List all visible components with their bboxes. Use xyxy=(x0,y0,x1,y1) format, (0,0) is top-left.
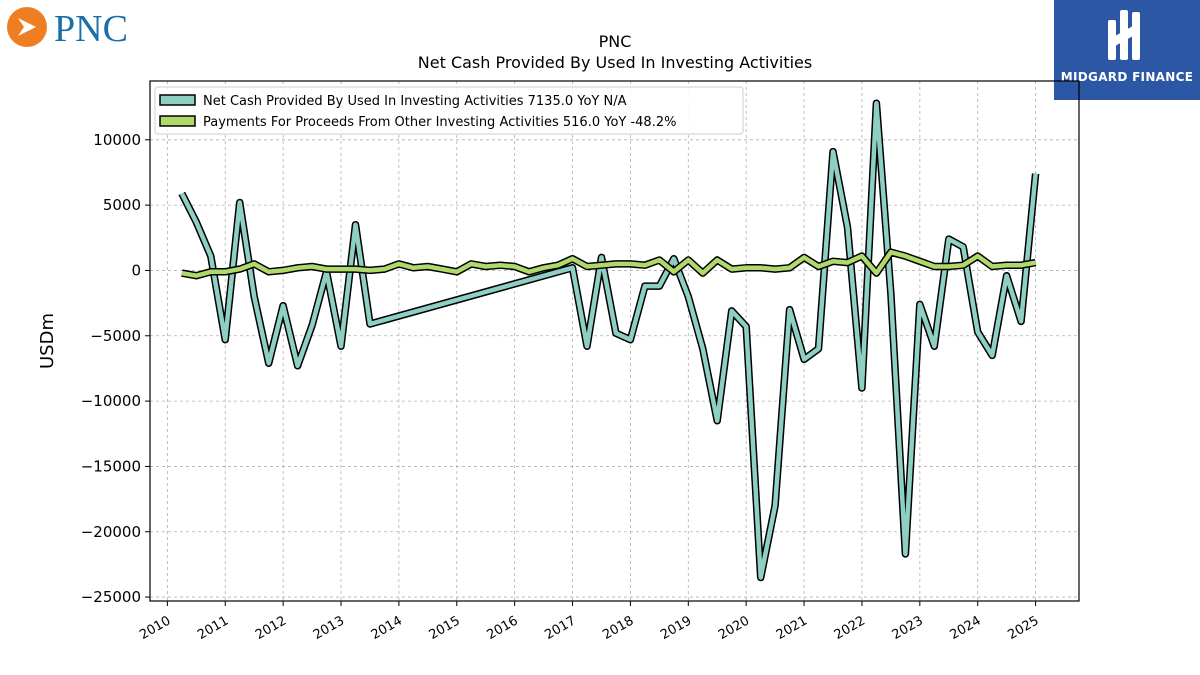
y-tick-label: −10000 xyxy=(81,392,141,410)
x-tick-label: 2016 xyxy=(484,613,520,643)
y-tick-label: −20000 xyxy=(81,523,141,541)
y-tick-label: −15000 xyxy=(81,457,141,475)
x-tick-label: 2022 xyxy=(832,613,868,643)
series-line-2 xyxy=(181,249,1036,278)
x-tick-label: 2025 xyxy=(1005,613,1041,643)
y-tick-label: 10000 xyxy=(93,131,141,149)
y-tick-label: 0 xyxy=(131,261,141,279)
midgard-logo-icon xyxy=(1108,10,1140,60)
x-tick-label: 2013 xyxy=(311,613,347,643)
x-tick-label: 2014 xyxy=(369,613,405,643)
chart-title: PNC xyxy=(599,32,632,51)
x-tick-label: 2017 xyxy=(542,613,578,643)
y-tick-label: 5000 xyxy=(103,196,141,214)
x-tick-label: 2024 xyxy=(948,613,984,643)
legend-label-2: Payments For Proceeds From Other Investi… xyxy=(203,115,676,130)
legend-label-1: Net Cash Provided By Used In Investing A… xyxy=(203,94,627,109)
y-tick-label: −5000 xyxy=(90,327,141,345)
x-tick-label: 2010 xyxy=(137,613,173,643)
plot-frame xyxy=(149,80,1080,602)
y-axis-label: USDm xyxy=(37,313,58,369)
x-tick-label: 2019 xyxy=(658,613,694,643)
chart-subtitle: Net Cash Provided By Used In Investing A… xyxy=(418,53,812,72)
series-line-1 xyxy=(179,100,1038,580)
pnc-logo-text: PNC xyxy=(54,8,128,50)
series-group xyxy=(178,99,1040,582)
x-tick-label: 2011 xyxy=(195,613,231,643)
midgard-logo-text: MIDGARD FINANCE xyxy=(1060,70,1194,84)
legend-swatch-2 xyxy=(159,115,196,127)
legend-swatch-1 xyxy=(159,94,196,106)
x-tick-label: 2018 xyxy=(600,613,636,643)
x-tick-label: 2015 xyxy=(427,613,463,643)
y-tick-label: −25000 xyxy=(81,588,141,606)
midgard-finance-logo: MIDGARD FINANCE xyxy=(1054,0,1200,100)
legend: Net Cash Provided By Used In Investing A… xyxy=(154,86,744,135)
legend-box xyxy=(154,86,744,135)
pnc-logo: PNC xyxy=(6,4,156,50)
x-tick-label: 2012 xyxy=(253,613,289,643)
x-tick-label: 2023 xyxy=(890,613,926,643)
x-tick-label: 2020 xyxy=(716,613,752,643)
x-tick-label: 2021 xyxy=(774,613,810,643)
